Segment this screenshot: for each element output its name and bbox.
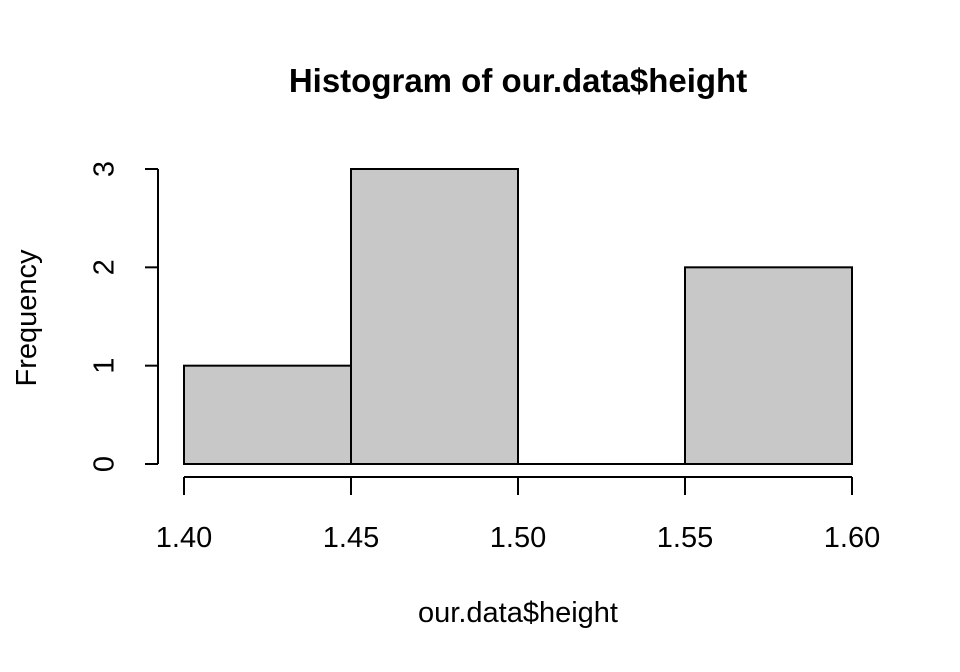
x-tick-label: 1.45	[323, 522, 379, 554]
x-tick-label: 1.60	[824, 522, 880, 554]
y-axis: 0 1 2 3	[89, 161, 159, 472]
histogram-bar	[183, 364, 352, 465]
y-tick-label: 3	[89, 161, 121, 177]
y-tick-label: 1	[89, 358, 121, 374]
y-tick-label: 2	[89, 259, 121, 275]
x-tick-label: 1.40	[156, 522, 212, 554]
y-axis-label: Frequency	[11, 249, 43, 387]
histogram-bar	[684, 266, 853, 466]
x-tick-label: 1.55	[657, 522, 713, 554]
histogram-bars	[183, 168, 853, 466]
y-tick-label: 0	[89, 456, 121, 472]
chart-title: Histogram of our.data$height	[289, 62, 747, 99]
x-axis: 1.40 1.45 1.50 1.55 1.60	[156, 476, 880, 554]
x-axis-label: our.data$height	[418, 597, 618, 629]
histogram-bar	[350, 168, 519, 465]
x-tick-label: 1.50	[490, 522, 546, 554]
